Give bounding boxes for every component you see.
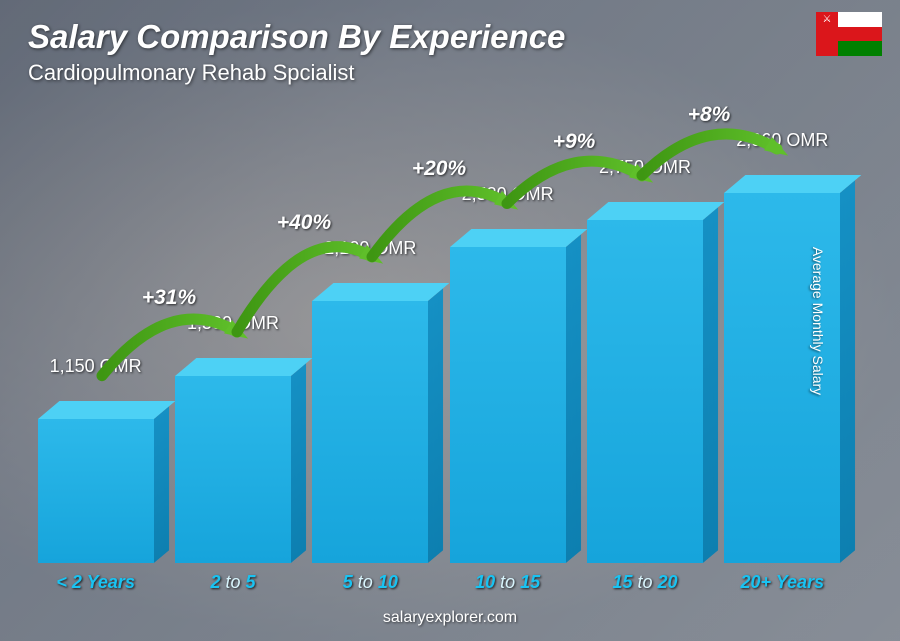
bar-front-face — [450, 247, 566, 563]
chart-container: Salary Comparison By Experience Cardiopu… — [0, 0, 900, 641]
category-label: 20+ Years — [721, 572, 844, 593]
bar-slot: 2,530 OMR — [446, 143, 569, 563]
bar-top-face — [587, 202, 724, 220]
bar-top-face — [450, 229, 587, 247]
bar-slot: 1,500 OMR — [171, 143, 294, 563]
chart-area: 1,150 OMR1,500 OMR2,100 OMR2,530 OMR2,75… — [34, 100, 844, 589]
bar — [312, 301, 428, 563]
bar — [175, 376, 291, 563]
page-title: Salary Comparison By Experience — [28, 18, 565, 56]
value-label: 2,750 OMR — [559, 157, 732, 178]
bar — [587, 220, 703, 563]
bar-side-face — [566, 234, 581, 563]
bar-front-face — [587, 220, 703, 563]
bar — [450, 247, 566, 563]
bar-top-face — [175, 358, 312, 376]
bar-side-face — [291, 363, 306, 563]
bar-slot: 1,150 OMR — [34, 143, 157, 563]
bar — [38, 419, 154, 563]
bars-row: 1,150 OMR1,500 OMR2,100 OMR2,530 OMR2,75… — [34, 143, 844, 563]
value-label: 2,960 OMR — [696, 130, 869, 151]
value-label: 2,530 OMR — [421, 184, 594, 205]
bar-slot: 2,750 OMR — [583, 143, 706, 563]
y-axis-label: Average Monthly Salary — [810, 246, 826, 394]
category-label: < 2 Years — [34, 572, 157, 593]
bar-side-face — [428, 288, 443, 563]
bar-side-face — [703, 207, 718, 563]
page-subtitle: Cardiopulmonary Rehab Spcialist — [28, 60, 355, 86]
bar-front-face — [38, 419, 154, 563]
value-label: 1,150 OMR — [9, 356, 182, 377]
footer-attribution: salaryexplorer.com — [0, 609, 900, 627]
country-flag-oman: ⚔ — [816, 12, 882, 56]
growth-percentage: +8% — [659, 103, 759, 127]
category-row: < 2 Years 2 to 5 5 to 10 10 to 15 15 to 20 20… — [34, 572, 844, 593]
bar-top-face — [38, 401, 175, 419]
flag-emblem-icon: ⚔ — [820, 14, 834, 25]
category-label: 15 to 20 — [583, 572, 706, 593]
bar-front-face — [175, 376, 291, 563]
bar-side-face — [840, 180, 855, 563]
bar-side-face — [154, 406, 169, 563]
bar-front-face — [312, 301, 428, 563]
value-label: 1,500 OMR — [147, 313, 320, 334]
category-label: 10 to 15 — [446, 572, 569, 593]
value-label: 2,100 OMR — [284, 238, 457, 259]
bar-slot: 2,100 OMR — [309, 143, 432, 563]
category-label: 5 to 10 — [309, 572, 432, 593]
category-label: 2 to 5 — [171, 572, 294, 593]
